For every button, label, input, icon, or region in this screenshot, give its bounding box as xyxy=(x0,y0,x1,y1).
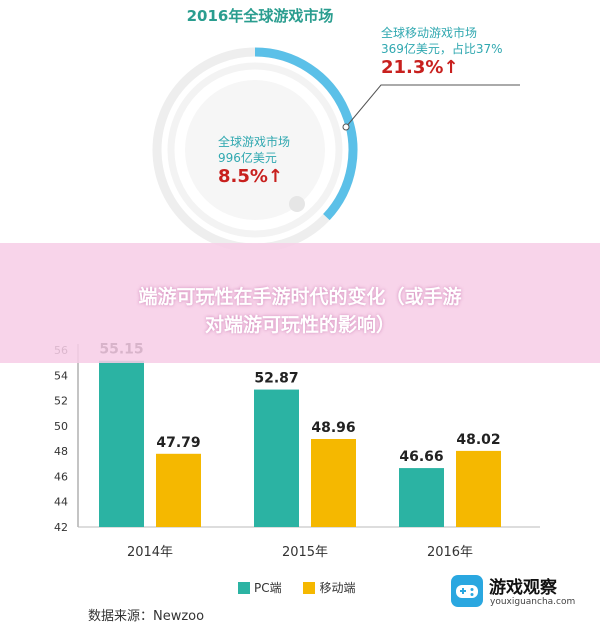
donut-title: 2016年全球游戏市场 xyxy=(186,7,334,25)
legend-item-mobile: 移动端 xyxy=(303,581,355,595)
legend-swatch-pc xyxy=(238,582,250,594)
y-tick-label: 48 xyxy=(54,445,68,458)
bar-chart: 565452504846444255.1547.792014年52.8748.9… xyxy=(54,342,540,560)
y-tick-label: 46 xyxy=(54,470,68,483)
legend-item-pc: PC端 xyxy=(238,581,285,595)
mobile-market-growth: 21.3%↑ xyxy=(381,57,459,78)
logo-name: 游戏观察 xyxy=(489,578,557,598)
x-tick-label: 2016年 xyxy=(427,545,473,560)
bar-pc xyxy=(99,360,144,527)
mobile-market-value: 369亿美元，占比37% xyxy=(381,42,503,56)
y-tick-label: 44 xyxy=(54,496,68,509)
donut-chart xyxy=(152,47,520,250)
bar-mobile xyxy=(156,453,201,527)
bar-pc xyxy=(254,389,299,527)
mobile-callout-dot xyxy=(342,123,350,131)
legend-swatch-mobile xyxy=(303,582,316,594)
y-tick-label: 42 xyxy=(54,521,68,534)
x-tick-label: 2015年 xyxy=(282,545,328,560)
mobile-share-arc xyxy=(254,47,358,221)
data-source: 数据来源：Newzoo xyxy=(88,609,205,624)
bar-value-label: 48.02 xyxy=(456,432,500,448)
y-tick-label: 54 xyxy=(54,369,68,382)
bar-value-label: 52.87 xyxy=(254,371,298,387)
overlay-title-line1: 端游可玩性在手游时代的变化（或手游 xyxy=(138,286,462,308)
bar-mobile xyxy=(456,450,501,527)
y-tick-label: 50 xyxy=(54,420,68,433)
global-market-value: 996亿美元 xyxy=(218,151,277,165)
y-tick-label: 52 xyxy=(54,395,68,408)
logo-url: youxiguancha.com xyxy=(490,597,576,607)
bar-value-label: 47.79 xyxy=(156,435,200,451)
bar-value-label: 46.66 xyxy=(399,449,443,465)
x-tick-label: 2014年 xyxy=(127,545,173,560)
global-market-callout: 全球游戏市场 996亿美元 8.5%↑ xyxy=(218,134,290,187)
global-market-label: 全球游戏市场 xyxy=(218,135,291,149)
mobile-market-label: 全球移动游戏市场 xyxy=(381,26,478,40)
overlay-title: 端游可玩性在手游时代的变化（或手游 对端游可玩性的影响） xyxy=(20,283,580,339)
legend-label-pc: PC端 xyxy=(254,581,282,595)
bar-pc xyxy=(399,468,444,527)
chart-legend: PC端 移动端 xyxy=(238,577,355,596)
donut-inner-disc xyxy=(185,80,325,220)
site-logo: 游戏观察 youxiguancha.com xyxy=(450,572,595,612)
donut-knob xyxy=(289,196,305,212)
mobile-callout-line xyxy=(345,84,520,128)
overlay-title-line2: 对端游可玩性的影响） xyxy=(204,314,395,336)
donut-mid-ring xyxy=(167,62,343,238)
legend-label-mobile: 移动端 xyxy=(319,581,356,595)
global-market-growth: 8.5%↑ xyxy=(218,166,284,187)
gamepad-icon xyxy=(451,575,483,607)
bar-value-label: 48.96 xyxy=(311,420,355,436)
bar-mobile xyxy=(311,439,356,527)
mobile-market-callout: 全球移动游戏市场 369亿美元，占比37% 21.3%↑ xyxy=(381,25,503,78)
overlay-banner xyxy=(0,243,600,363)
